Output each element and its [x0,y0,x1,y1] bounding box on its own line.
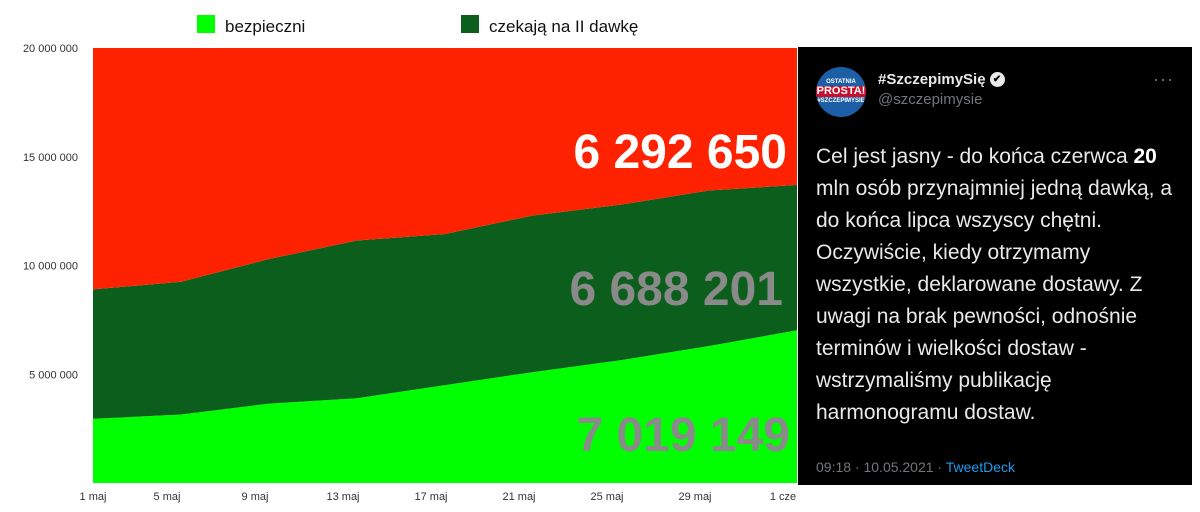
tweet-card: OSTATNIA PROSTA! #SZCZEPIMYSIE #Szczepim… [798,47,1192,485]
avatar-text-top: OSTATNIA [826,79,856,85]
tweet-text-part1: Cel jest jasny - do końca czerwca [816,145,1134,168]
legend: bezpieczni czekają na II dawkę [197,15,638,36]
y-tick-label: 20 000 000 [23,43,78,55]
tweet-text: Cel jest jasny - do końca czerwca 20 mln… [816,141,1176,429]
legend-label-czekaja: czekają na II dawkę [489,17,638,36]
plot-areas [93,48,797,483]
account-name[interactable]: #SzczepimySię ✔ [878,71,1005,88]
annotation-red-total: 6 292 650 [573,126,787,179]
annotation-green-total: 7 019 149 [576,409,790,462]
legend-swatch-bezpieczni [197,15,215,33]
x-axis: 1 maj 5 maj 9 maj 13 maj 17 maj 21 maj 25 maj 2… [80,491,797,503]
tweet-source-link[interactable]: TweetDeck [945,459,1015,475]
x-tick-label: 5 maj [154,491,181,503]
area-series-2 [93,48,797,290]
x-tick-label: 21 maj [502,491,535,503]
avatar-text-bottom: #SZCZEPIMYSIE [817,98,865,104]
account-name-text[interactable]: #SzczepimySię [878,71,986,88]
x-tick-label: 13 maj [326,491,359,503]
tweet-timestamp[interactable]: 09:18 · 10.05.2021 · [816,459,946,475]
avatar-text-main: PROSTA! [816,85,866,97]
x-tick-label: 9 maj [242,491,269,503]
area-series-1 [93,184,797,419]
avatar[interactable]: OSTATNIA PROSTA! #SZCZEPIMYSIE [816,67,866,117]
tweet-text-bold: 20 [1133,145,1157,168]
y-tick-label: 15 000 000 [23,152,78,164]
y-tick-label: 10 000 000 [23,261,78,273]
x-tick-label: 1 maj [80,491,107,503]
x-tick-label: 1 cze [770,491,796,503]
x-tick-label: 29 maj [678,491,711,503]
legend-swatch-czekaja [461,15,479,33]
more-options-icon[interactable]: ··· [1153,69,1174,89]
verified-icon: ✔ [989,72,1005,87]
annotation-dark-green-total: 6 688 201 [569,263,783,316]
y-tick-label: 5 000 000 [29,369,78,381]
area-series-0 [93,330,797,483]
x-tick-label: 17 maj [414,491,447,503]
x-tick-label: 25 maj [590,491,623,503]
y-axis: 5 000 000 10 000 000 15 000 000 20 000 000 [23,43,78,381]
account-handle[interactable]: @szczepimysie [878,91,983,108]
legend-label-bezpieczni: bezpieczni [225,17,305,36]
tweet-text-part2: mln osób przynajmniej jedną dawką, a do … [816,177,1173,424]
tweet-meta: 09:18 · 10.05.2021 · TweetDeck [816,459,1015,475]
